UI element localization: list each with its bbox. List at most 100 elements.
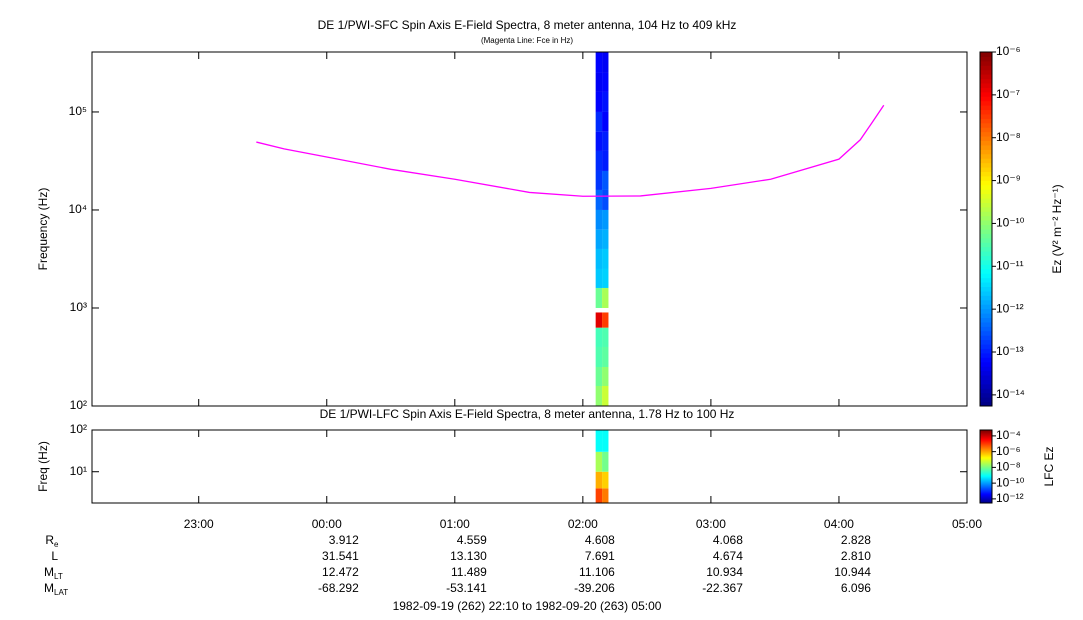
colorbar-swatch — [980, 87, 992, 93]
y-tick-label: 10⁵ — [69, 104, 87, 118]
spectrogram-cell — [602, 488, 609, 503]
colorbar-swatch — [980, 189, 992, 195]
colorbar-swatch — [980, 494, 992, 497]
ephemeris-value: 2.810 — [841, 549, 871, 563]
colorbar-swatch — [980, 461, 992, 463]
ephemeris-value: 2.828 — [841, 533, 871, 547]
colorbar-swatch — [980, 109, 992, 115]
colorbar-label: Ez (V² m⁻² Hz⁻¹) — [1050, 184, 1064, 273]
colorbar-swatch — [980, 481, 992, 483]
colorbar-swatch — [980, 379, 992, 385]
colorbar-swatch — [980, 448, 992, 450]
row-label-sub: e — [54, 540, 59, 549]
colorbar-swatch — [980, 91, 992, 97]
colorbar-swatch — [980, 242, 992, 248]
ephemeris-value: 4.674 — [713, 549, 743, 563]
ephemeris-value: 31.541 — [322, 549, 359, 563]
spectrogram-cell — [595, 229, 603, 249]
colorbar-swatch — [980, 167, 992, 172]
colorbar-swatch — [980, 454, 992, 457]
colorbar-swatch — [980, 74, 992, 80]
colorbar-swatch — [980, 430, 992, 433]
plot-frame — [91, 429, 968, 504]
colorbar-swatch — [980, 483, 992, 486]
colorbar-swatch — [980, 361, 992, 367]
colorbar-tick-label: 10⁻¹⁴ — [996, 387, 1025, 401]
spectrogram-cell — [595, 131, 603, 151]
row-label-sub: LAT — [54, 588, 68, 597]
colorbar-swatch — [980, 460, 992, 462]
colorbar-swatch — [980, 433, 992, 436]
colorbar-frame — [979, 429, 993, 504]
y-axis-label: Freq (Hz) — [36, 441, 50, 492]
spectrogram-cell — [602, 268, 609, 288]
colorbar-swatch — [980, 471, 992, 473]
colorbar-swatch — [980, 491, 992, 493]
colorbar-swatch — [980, 493, 992, 496]
colorbar-swatch — [980, 290, 992, 296]
colorbar-swatch — [980, 357, 992, 363]
chart-title: DE 1/PWI-LFC Spin Axis E-Field Spectra, … — [320, 407, 735, 421]
ephemeris-value: -39.206 — [574, 581, 615, 595]
colorbar-swatch — [980, 215, 992, 221]
colorbar-swatch — [980, 198, 992, 203]
colorbar-swatch — [980, 344, 992, 349]
colorbar-swatch — [980, 479, 992, 481]
y-tick-label: 10² — [70, 422, 87, 436]
colorbar-swatch — [980, 153, 992, 159]
spectrogram-cell — [595, 268, 603, 288]
colorbar-swatch — [980, 440, 992, 442]
spectrogram-cell — [595, 150, 603, 171]
colorbar-swatch — [980, 450, 992, 453]
ephemeris-value: 11.106 — [579, 565, 615, 579]
colorbar-tick-label: 10⁻⁴ — [996, 428, 1021, 442]
ephemeris-value: -68.292 — [318, 581, 359, 595]
colorbar-swatch — [980, 304, 992, 310]
colorbar-swatch — [980, 464, 992, 467]
colorbar-swatch — [980, 430, 992, 432]
colorbar-swatch — [980, 184, 992, 190]
colorbar-swatch — [980, 455, 992, 457]
colorbar-swatch — [980, 497, 992, 499]
spectrogram-cell — [595, 385, 603, 406]
colorbar-tick-label: 10⁻¹² — [996, 301, 1024, 315]
colorbar-swatch — [980, 496, 992, 499]
colorbar-swatch — [980, 499, 992, 501]
colorbar-swatch — [980, 468, 992, 470]
spectrogram-cell — [595, 189, 603, 210]
colorbar-swatch — [980, 435, 992, 437]
colorbar-swatch — [980, 233, 992, 239]
colorbar-swatch — [980, 96, 992, 102]
spectrogram-cell — [602, 189, 609, 210]
row-label: L — [51, 549, 58, 563]
spectrogram-cell — [602, 52, 609, 73]
colorbar-swatch — [980, 462, 992, 465]
colorbar-swatch — [980, 469, 992, 471]
colorbar-swatch — [980, 482, 992, 485]
colorbar-swatch — [980, 273, 992, 279]
spectrogram-cell — [595, 312, 603, 328]
colorbar-swatch — [980, 466, 992, 468]
spectrogram-cell — [595, 52, 603, 73]
spectrogram-cell — [595, 72, 603, 92]
ephemeris-value: 10.944 — [834, 565, 871, 579]
colorbar-swatch — [980, 480, 992, 482]
spectrogram-cell — [595, 248, 603, 269]
colorbar-frame — [979, 51, 993, 407]
colorbar-swatch — [980, 224, 992, 230]
colorbar-swatch — [980, 299, 992, 305]
spectrogram-cell — [602, 346, 609, 367]
colorbar-swatch — [980, 485, 992, 488]
spectrogram-cell — [595, 209, 603, 230]
colorbar-swatch — [980, 295, 992, 301]
spectrogram-cell — [602, 451, 609, 472]
colorbar-swatch — [980, 131, 992, 137]
colorbar-swatch — [980, 392, 992, 398]
colorbar-swatch — [980, 456, 992, 458]
colorbar-swatch — [980, 118, 992, 124]
colorbar-swatch — [980, 229, 992, 234]
colorbar-swatch — [980, 488, 992, 490]
colorbar-swatch — [980, 78, 992, 84]
colorbar-swatch — [980, 171, 992, 177]
